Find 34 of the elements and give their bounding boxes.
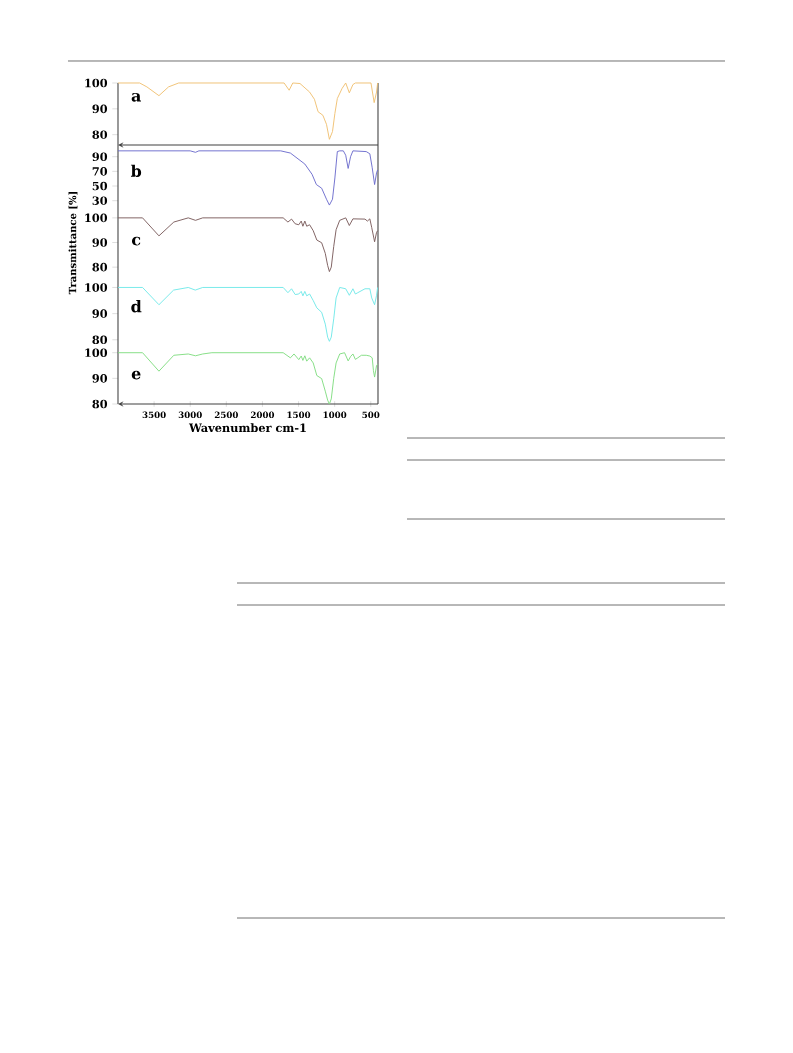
line-series	[117, 150, 379, 206]
annotation: d	[131, 300, 142, 313]
y-tick-label: 90	[92, 309, 108, 318]
y-tick-label: 30	[92, 196, 108, 205]
y-tick-label: 90	[92, 238, 108, 247]
annotation: b	[130, 164, 142, 178]
y-tick-label: 90	[92, 104, 108, 114]
y-tick-label: 80	[92, 335, 108, 345]
x-tick-label: 3500	[142, 411, 166, 419]
x-axis-title: Wavenumber cm-1	[188, 423, 306, 433]
x-tick-label: 1500	[287, 411, 311, 419]
x-tick-label: 2500	[214, 411, 238, 419]
y-axis-title: Transmittance [%]	[68, 191, 78, 295]
y-tick-label: 90	[92, 374, 108, 383]
line-series	[117, 217, 379, 273]
annotation: a	[131, 92, 142, 102]
y-tick-label: 100	[85, 213, 108, 223]
y-tick-label: 70	[92, 167, 108, 176]
y-tick-label: 90	[92, 152, 108, 162]
x-tick-label: 1000	[323, 411, 347, 419]
annotation: e	[131, 370, 141, 380]
x-tick-label: 500	[362, 411, 380, 419]
y-tick-label: 50	[92, 181, 108, 191]
x-tick-label: 2000	[250, 411, 275, 419]
y-tick-label: 100	[85, 78, 108, 88]
annotation: c	[131, 236, 141, 246]
x-tick-label: 3000	[178, 411, 202, 419]
line-series	[117, 287, 379, 342]
y-tick-label: 80	[92, 130, 108, 139]
y-tick-label: 80	[92, 399, 108, 409]
line-series	[117, 82, 379, 140]
y-tick-label: 80	[92, 262, 108, 272]
y-tick-label: 100	[85, 348, 108, 357]
y-tick-label: 100	[85, 283, 108, 292]
